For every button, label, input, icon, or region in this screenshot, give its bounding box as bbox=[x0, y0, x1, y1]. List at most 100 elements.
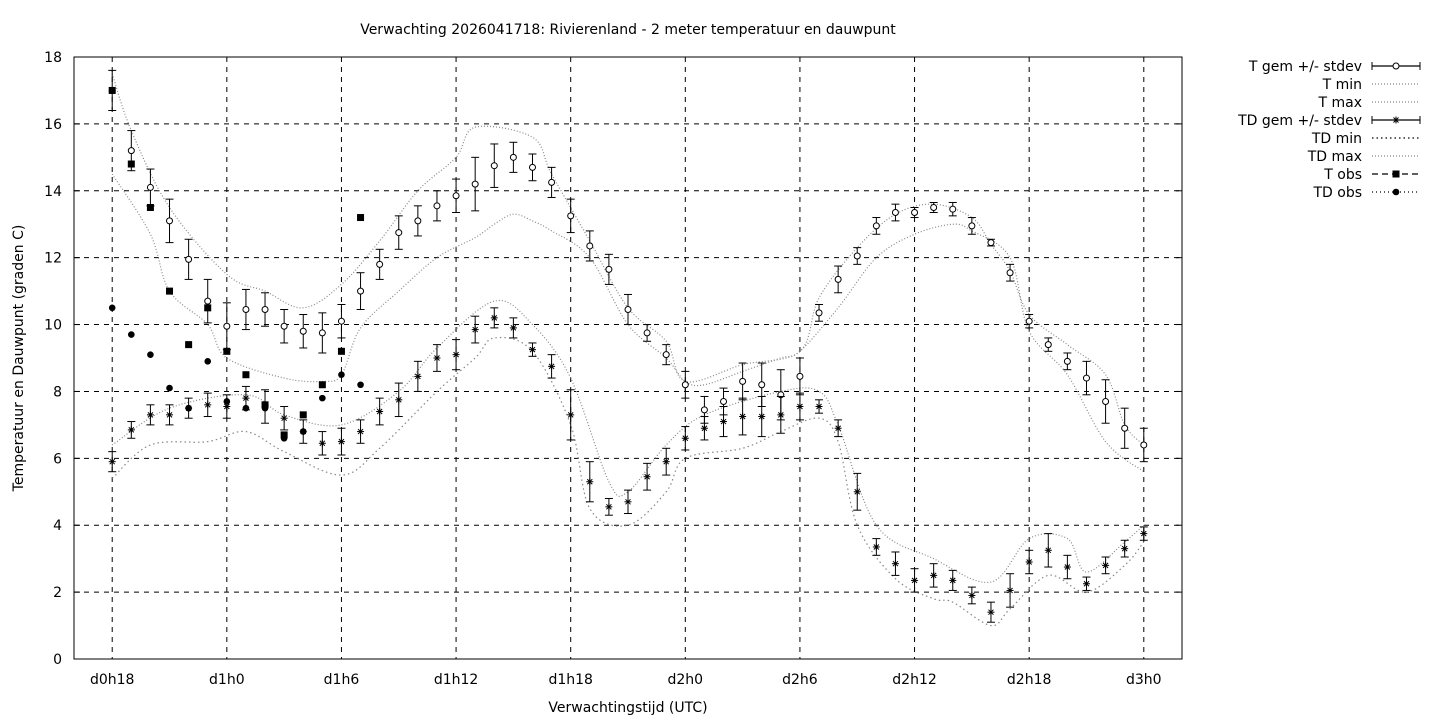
td-obs-point bbox=[185, 404, 192, 412]
y-tick-label: 4 bbox=[53, 518, 62, 534]
legend-label: T obs bbox=[1323, 167, 1362, 183]
legend-label: TD min bbox=[1311, 131, 1362, 147]
t-mean-point bbox=[720, 397, 728, 405]
t-obs-point bbox=[337, 347, 345, 355]
t-obs-point bbox=[242, 371, 250, 379]
x-tick-label: d2h0 bbox=[668, 672, 704, 688]
td-mean-point bbox=[1063, 563, 1071, 571]
t-mean-point bbox=[605, 265, 613, 273]
td-mean-point bbox=[720, 418, 728, 426]
td-obs-point bbox=[299, 428, 307, 435]
td-mean-point bbox=[567, 411, 575, 419]
x-axis-label: Verwachtingstijd (UTC) bbox=[548, 700, 707, 716]
t-mean-point bbox=[968, 222, 976, 230]
t-obs-point bbox=[261, 401, 269, 409]
t-mean-point bbox=[471, 180, 479, 188]
t-obs-point bbox=[280, 431, 288, 439]
x-tick-label: d1h6 bbox=[324, 672, 360, 688]
td-mean-point bbox=[758, 413, 766, 421]
t-obs-point bbox=[223, 347, 231, 355]
y-tick-label: 10 bbox=[44, 318, 62, 334]
td-mean-point bbox=[700, 424, 708, 432]
td-mean-point bbox=[891, 560, 899, 568]
td-mean-point bbox=[337, 438, 345, 446]
t-mean-point bbox=[662, 351, 670, 359]
t-mean-point bbox=[815, 309, 823, 317]
y-tick-label: 8 bbox=[53, 384, 62, 400]
legend-label: T min bbox=[1322, 77, 1362, 93]
t-mean-point bbox=[318, 329, 326, 337]
t-obs-point bbox=[146, 204, 154, 211]
t-obs-point bbox=[299, 411, 307, 419]
t-mean-point bbox=[1121, 424, 1129, 432]
t-obs-point bbox=[108, 86, 116, 94]
td-mean-point bbox=[376, 408, 384, 416]
td-mean-point bbox=[357, 428, 365, 436]
t-mean-point bbox=[834, 275, 842, 283]
td-mean-point bbox=[1121, 545, 1129, 553]
t-max-line bbox=[111, 73, 1145, 446]
t-mean-point bbox=[299, 327, 307, 335]
td-mean-point bbox=[643, 473, 651, 481]
t-mean-point bbox=[204, 297, 212, 305]
t-mean-point bbox=[185, 255, 193, 263]
td-obs-point bbox=[242, 404, 250, 412]
td-obs-point bbox=[108, 304, 116, 312]
td-mean-point bbox=[987, 608, 995, 616]
plot-frame bbox=[73, 56, 1183, 660]
y-tick-label: 6 bbox=[53, 451, 62, 467]
legend-label: T gem +/- stdev bbox=[1248, 59, 1362, 75]
td-mean-point bbox=[681, 434, 689, 442]
legend-marker-square bbox=[1392, 170, 1400, 178]
legend-label: T max bbox=[1317, 95, 1362, 111]
td-mean-point bbox=[586, 478, 594, 486]
td-mean-point bbox=[662, 458, 670, 466]
td-obs-point bbox=[204, 358, 212, 365]
y-tick-label: 0 bbox=[53, 652, 62, 668]
x-tick-label: d1h18 bbox=[548, 672, 592, 688]
y-axis-label: Temperatuur en Dauwpunt (graden C) bbox=[11, 225, 27, 493]
td-mean-point bbox=[834, 424, 842, 432]
t-mean-point bbox=[242, 306, 250, 314]
legend: T gem +/- stdev T min T max TD gem +/- stde… bbox=[1237, 59, 1421, 201]
td-obs-point bbox=[166, 384, 173, 392]
t-mean-point bbox=[758, 381, 766, 389]
td-mean-point bbox=[242, 394, 250, 402]
td-mean-point bbox=[280, 414, 288, 422]
t-mean-point bbox=[337, 317, 345, 325]
t-mean-point bbox=[1082, 374, 1090, 382]
legend-label: TD gem +/- stdev bbox=[1237, 113, 1362, 129]
t-mean-point bbox=[376, 260, 384, 268]
td-mean-point bbox=[414, 372, 422, 380]
t-mean-point bbox=[357, 287, 365, 295]
t-mean-point bbox=[586, 242, 594, 250]
t-mean-point bbox=[1063, 357, 1071, 365]
td-mean-point bbox=[127, 426, 135, 434]
t-mean-point bbox=[796, 372, 804, 380]
td-mean-point bbox=[739, 413, 747, 421]
t-mean-point bbox=[280, 322, 288, 330]
t-min-line bbox=[111, 173, 1145, 473]
t-mean-point bbox=[681, 381, 689, 389]
t-obs-point bbox=[185, 341, 193, 349]
td-mean-point bbox=[548, 362, 556, 370]
legend-label: TD max bbox=[1307, 149, 1362, 165]
t-obs-point bbox=[357, 214, 365, 222]
t-obs-point bbox=[318, 381, 326, 389]
td-mean-point bbox=[318, 439, 326, 447]
t-mean-point bbox=[739, 377, 747, 385]
td-mean-point bbox=[777, 411, 785, 419]
t-mean-point bbox=[433, 202, 441, 210]
td-obs-point bbox=[223, 398, 231, 405]
t-obs-point bbox=[166, 287, 174, 295]
td-mean-point bbox=[1082, 580, 1090, 588]
chart-title: Verwachting 2026041718: Rivierenland - 2… bbox=[360, 22, 896, 38]
t-mean-point bbox=[166, 217, 174, 225]
x-tick-label: d2h12 bbox=[892, 672, 936, 688]
td-obs-point bbox=[147, 351, 154, 358]
t-mean-point bbox=[930, 204, 938, 211]
x-tick-label: d1h12 bbox=[434, 672, 478, 688]
t-mean-point bbox=[1006, 269, 1014, 277]
t-mean-point bbox=[949, 205, 957, 213]
t-mean-point bbox=[1140, 441, 1148, 449]
